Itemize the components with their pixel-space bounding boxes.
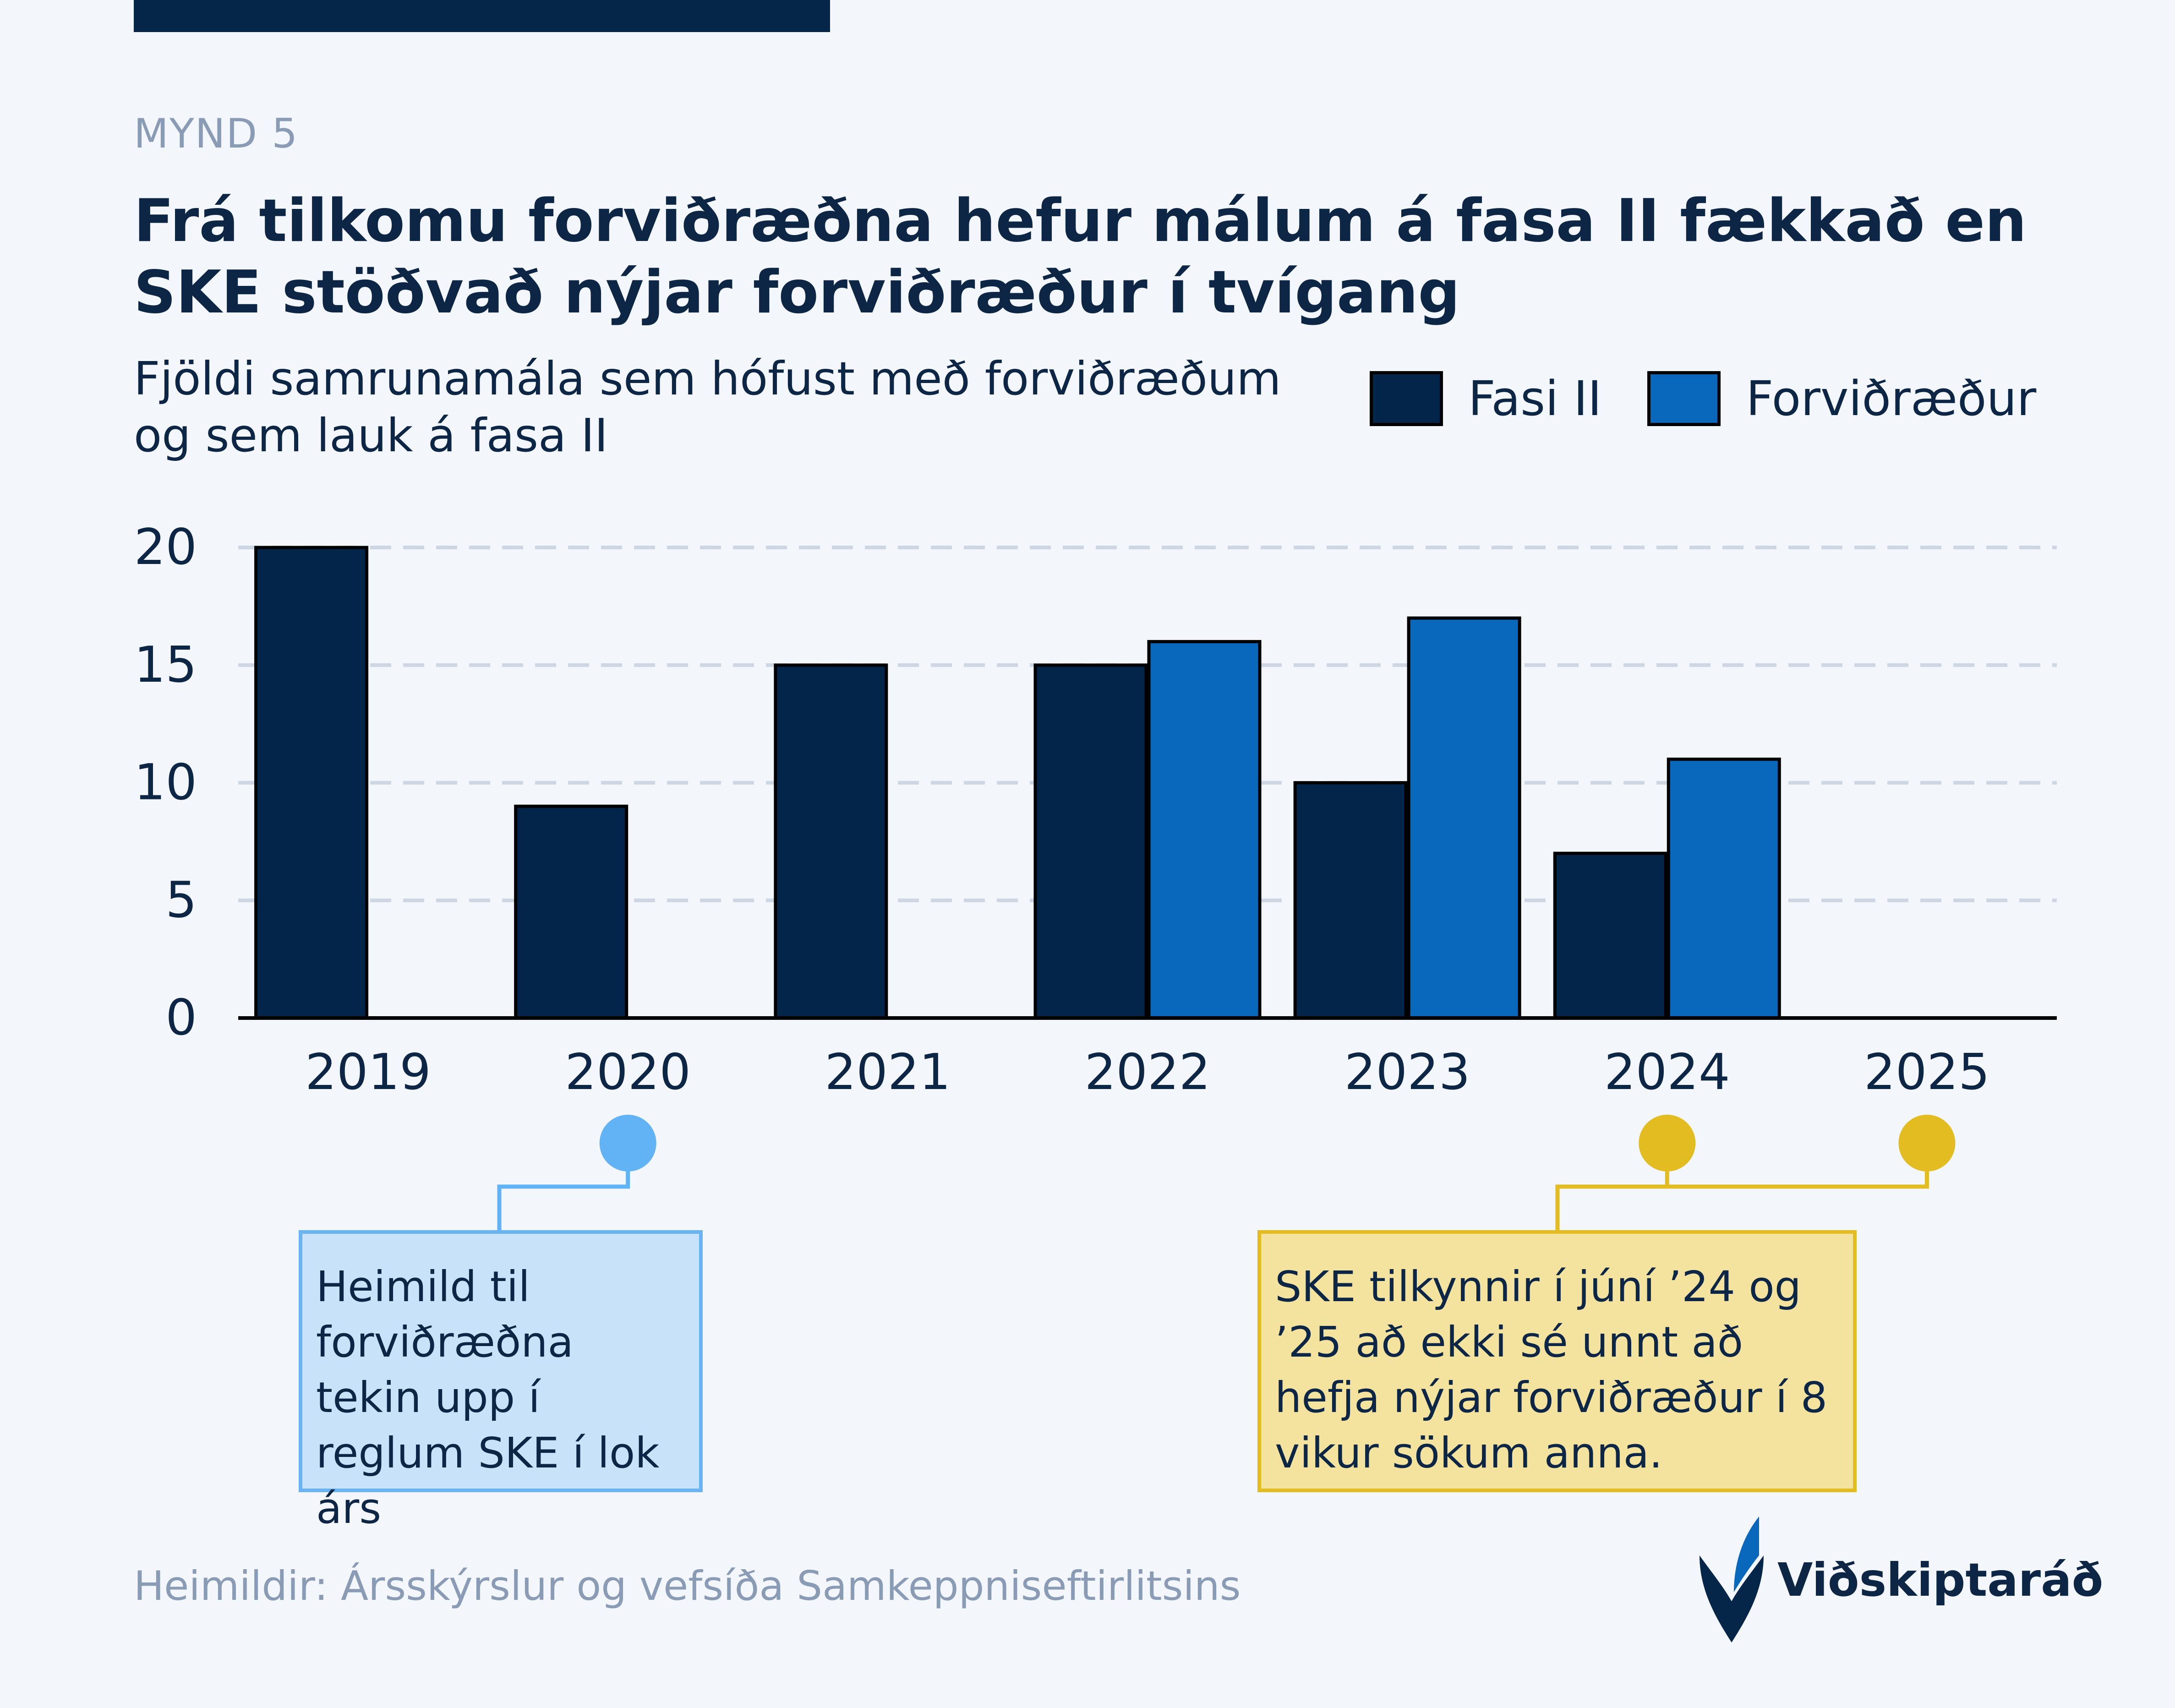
legend: Fasi II Forviðræður <box>1370 369 2082 428</box>
annotation-connector-2024-2025 <box>1555 1143 1929 1230</box>
annotation-marker-2024 <box>1639 1115 1696 1172</box>
y-tick-label-15: 15 <box>134 636 197 694</box>
bar-fasa2-2020 <box>514 805 628 1020</box>
bar-fasa2-2024 <box>1553 852 1667 1020</box>
legend-item-forvidraedur: Forviðræður <box>1647 371 2036 427</box>
y-tick-label-0: 0 <box>165 989 197 1046</box>
y-tick-label-20: 20 <box>134 519 197 576</box>
chart-subtitle: Fjöldi samrunamála sem hófust með forvið… <box>134 352 1281 462</box>
bar-fasa2-2023 <box>1293 781 1408 1020</box>
bar-forvidraedur-2022 <box>1147 640 1262 1020</box>
bar-fasa2-2022 <box>1033 663 1148 1020</box>
x-tick-label-2025: 2025 <box>1864 1044 1990 1101</box>
legend-swatch-fasa2 <box>1370 371 1443 426</box>
legend-label-fasa2: Fasi II <box>1468 371 1602 427</box>
legend-label-forvidraedur: Forviðræður <box>1746 371 2037 427</box>
top-accent-bar <box>134 0 830 32</box>
annotation-box-2020: Heimild til forviðræðna tekin upp í regl… <box>299 1230 703 1533</box>
x-tick-label-2020: 2020 <box>565 1044 691 1101</box>
annotation-marker-2020 <box>599 1115 656 1172</box>
annotation-box-2024-2025: SKE tilkynnir í júní ’24 og ’25 að ekki … <box>1257 1230 1857 1492</box>
chart-title: Frá tilkomu forviðræðna hefur málum á fa… <box>134 187 2027 327</box>
x-tick-label-2019: 2019 <box>305 1044 431 1101</box>
source-note: Heimildir: Ársskýrslur og vefsíða Samkep… <box>134 1562 1241 1609</box>
x-tick-label-2023: 2023 <box>1344 1044 1470 1101</box>
x-tick-label-2024: 2024 <box>1604 1044 1730 1101</box>
bar-fasa2-2019 <box>254 546 369 1020</box>
x-tick-label-2021: 2021 <box>825 1044 951 1101</box>
legend-swatch-forvidraedur <box>1647 371 1721 426</box>
bar-forvidraedur-2024 <box>1667 757 1781 1020</box>
legend-item-fasa2: Fasi II <box>1370 371 1601 427</box>
annotation-marker-2025 <box>1898 1115 1956 1172</box>
bar-fasa2-2021 <box>774 663 888 1020</box>
brand-name: Viðskiptaráð <box>1777 1553 2104 1607</box>
leaf-logo-icon <box>1700 1516 1764 1642</box>
x-tick-label-2022: 2022 <box>1085 1044 1211 1101</box>
bar-forvidraedur-2023 <box>1407 616 1521 1020</box>
y-tick-label-5: 5 <box>165 871 197 929</box>
brand-logo: Viðskiptaráð <box>1690 1512 2103 1649</box>
y-tick-label-10: 10 <box>134 754 197 811</box>
figure-kicker: MYND 5 <box>134 110 299 157</box>
